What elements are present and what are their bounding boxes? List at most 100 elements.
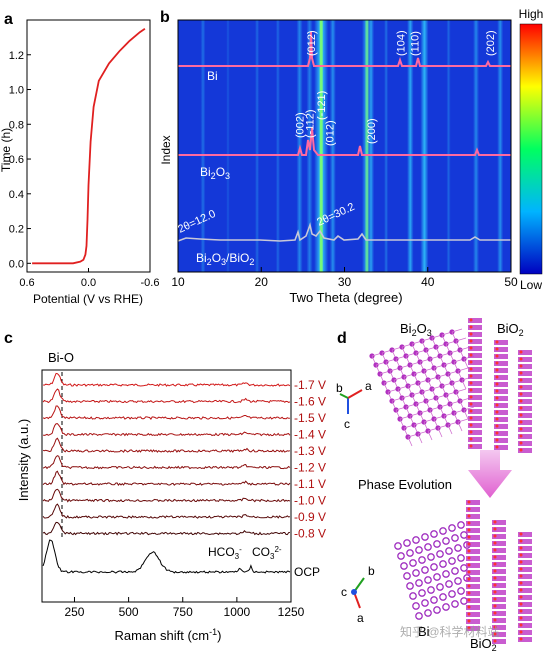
colorbar [519, 23, 543, 275]
bio2-slab-unit [494, 361, 508, 366]
b-xtick-label: 30 [338, 275, 352, 289]
raman-trace-label: -1.4 V [294, 428, 326, 442]
bi-atom-metallic [424, 543, 432, 551]
axes-triad-top: b a c [336, 379, 372, 431]
panel-c-label: c [4, 330, 13, 347]
raman-trace-label: -1.2 V [294, 461, 326, 475]
o-atom [493, 625, 497, 629]
bio2-slab-unit [468, 409, 482, 414]
bio2-slab-unit [492, 562, 506, 567]
bio2-slab-unit [466, 619, 480, 624]
c-xtick-label: 250 [64, 605, 84, 619]
o-atom [493, 632, 497, 636]
bi-atom-metallic [457, 554, 465, 562]
raman-trace [42, 405, 290, 420]
peak-label-bi: (012) [306, 30, 318, 56]
o-atom [519, 602, 523, 606]
o-atom [519, 588, 523, 592]
bi-atom-metallic [439, 593, 447, 601]
bi-atom-metallic [394, 542, 402, 550]
b-xtick-label: 40 [421, 275, 435, 289]
o-atom [467, 542, 471, 546]
bio2-slab-unit [494, 347, 508, 352]
bio2-slab-unit [492, 632, 506, 637]
o-atom [493, 555, 497, 559]
o-atom [519, 574, 523, 578]
bi-atom-metallic [448, 524, 456, 532]
bi-atom-metallic [448, 557, 456, 565]
bi-atom-metallic [406, 549, 414, 557]
peak-label-bi: (202) [485, 30, 497, 56]
b-xtick-label: 10 [171, 275, 185, 289]
o-atom [519, 553, 523, 557]
axis-label-c-top: c [344, 417, 350, 431]
panel-b-ylabel: Index [159, 135, 173, 164]
bio2-slab-unit [492, 583, 506, 588]
hco3-label: HCO3- [208, 545, 242, 561]
panel-a-xticks: 0.6 0.0 -0.6 [19, 268, 159, 289]
raman-trace-label: -1.6 V [294, 395, 326, 409]
peak-label-bi2o3: (200) [366, 118, 378, 144]
bi-atom-metallic [409, 559, 417, 567]
o-atom [519, 532, 523, 536]
bi-atom-metallic [412, 536, 420, 544]
bio2-slab-unit [518, 637, 532, 642]
o-atom [519, 581, 523, 585]
o-atom [495, 368, 499, 372]
o-atom [467, 556, 471, 560]
bi-atom-metallic [427, 553, 435, 561]
o-atom [519, 595, 523, 599]
o-atom [519, 413, 523, 417]
bio2-slab-unit [492, 576, 506, 581]
bio2-slab-unit [518, 448, 532, 453]
bio2-slab-unit [518, 574, 532, 579]
bi-atom-metallic [421, 566, 429, 574]
o-atom [519, 616, 523, 620]
o-atom [493, 520, 497, 524]
o-atom [519, 546, 523, 550]
panel-a-label: a [4, 11, 13, 28]
heatmap-background [178, 20, 511, 272]
o-atom [495, 354, 499, 358]
o-atom [467, 549, 471, 553]
panel-a-xlabel: Potential (V vs RHE) [33, 292, 143, 306]
a-ytick-label: 0.0 [9, 258, 24, 270]
bio2-slab-unit [518, 385, 532, 390]
bond [457, 421, 463, 432]
raman-trace [42, 455, 291, 470]
bio2-slab-unit [518, 595, 532, 600]
bi-atom-metallic [424, 609, 432, 617]
raman-trace [42, 423, 291, 437]
bi-atom-metallic [430, 563, 438, 571]
bi-atom-metallic [457, 521, 465, 529]
bio2-slab-unit [468, 367, 482, 372]
bio2-slab-unit [518, 399, 532, 404]
o-atom [467, 619, 471, 623]
raman-trace [42, 503, 291, 519]
o-atom [469, 395, 473, 399]
bio2-slab-unit [518, 609, 532, 614]
bio2-slab-unit [466, 626, 480, 631]
bio2-slab-unit [518, 441, 532, 446]
o-atom [519, 371, 523, 375]
bi-atom-metallic [436, 550, 444, 558]
o-atom [469, 381, 473, 385]
heatmap-stripe [446, 20, 451, 272]
raman-trace-label: -1.3 V [294, 444, 326, 458]
bond [463, 358, 469, 369]
bio2-slab-unit [494, 375, 508, 380]
bi-atom-metallic [448, 590, 456, 598]
o-atom [519, 385, 523, 389]
peak-label-bi2o3: (002) [295, 112, 307, 138]
a-ytick-label: 1.0 [9, 85, 24, 97]
bio2-slab-unit [494, 396, 508, 401]
panel-c-xticks: 250 500 750 1000 1250 [64, 597, 305, 619]
heatmap-stripe [407, 20, 414, 272]
heatmap-stripe [329, 20, 336, 272]
heatmap-stripe [497, 20, 504, 272]
label-bio2-bottom: BiO2 [470, 636, 497, 653]
raman-peak-label: Bi-O [48, 350, 74, 365]
a-ytick-label: 0.4 [9, 189, 24, 201]
bio2-slab-unit [466, 570, 480, 575]
o-atom [493, 597, 497, 601]
